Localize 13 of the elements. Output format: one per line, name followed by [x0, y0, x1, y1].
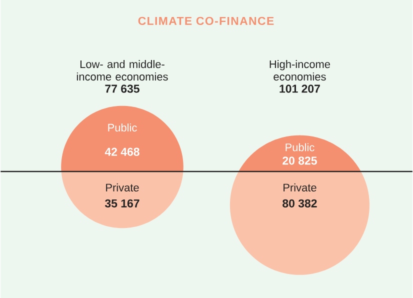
text: 101 207 — [280, 84, 320, 93]
data-label: 35 167 — [104, 199, 140, 208]
category-label: Low- and middle-income economies — [76, 60, 168, 80]
series-label: Private — [106, 183, 139, 192]
text: 77 635 — [105, 84, 140, 93]
text: Private — [284, 183, 316, 192]
data-label: 80 382 — [282, 199, 317, 208]
text: Public — [108, 123, 137, 132]
category-label: High-income economies — [270, 60, 330, 80]
data-label: 42 468 — [104, 148, 140, 156]
text: CLIMATE CO-FINANCE — [138, 16, 274, 25]
data-label: 20 825 — [282, 156, 317, 165]
series-label: Public — [286, 143, 314, 152]
